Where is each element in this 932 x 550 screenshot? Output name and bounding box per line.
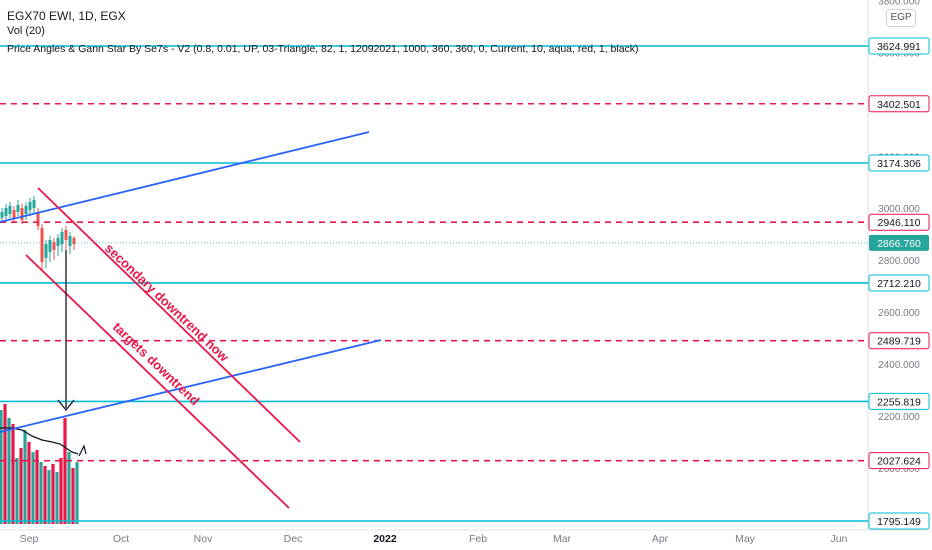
candle-body: [12, 210, 16, 219]
y-tick-label: 3000.000: [878, 204, 920, 215]
volume-legend: Vol (20): [7, 25, 45, 37]
candle-body: [36, 212, 40, 226]
x-tick-label: Jun: [831, 533, 848, 545]
y-tick-label: 2800.000: [878, 256, 920, 267]
candle-body: [68, 236, 72, 246]
last-price-label: 2866.760: [869, 234, 929, 251]
volume-bar: [39, 462, 43, 524]
projection-arrow-head: [57, 399, 75, 412]
currency-button[interactable]: EGP: [886, 9, 916, 27]
volume-bar: [63, 418, 67, 524]
volume-ma-line: [0, 427, 79, 455]
y-tick-label: 2200.000: [878, 412, 920, 423]
x-tick-label: 2022: [373, 533, 397, 545]
volume-bar: [7, 418, 11, 524]
level-label: 3624.991: [877, 41, 921, 53]
candle-body: [20, 208, 24, 220]
secondary-downtrend-line: [37, 187, 301, 443]
level-label-box: [868, 213, 930, 231]
candle-body: [8, 206, 12, 214]
x-tick-label: Sep: [20, 533, 39, 545]
volume-bar: [27, 442, 31, 524]
x-tick-label: Oct: [113, 533, 129, 545]
x-tick-label: Dec: [284, 533, 303, 545]
volume-bar: [23, 430, 27, 524]
candle-body: [48, 240, 52, 252]
candle-body: [28, 202, 32, 210]
x-tick-label: May: [735, 533, 756, 545]
level-label: 2712.210: [877, 278, 921, 290]
volume-bar: [71, 468, 75, 524]
candle-body: [52, 242, 56, 250]
y-tick-label: 2600.000: [878, 308, 920, 319]
level-label: 2027.624: [877, 456, 921, 468]
volume-bars: [0, 404, 79, 524]
y-tick-label: 2000.000: [878, 464, 920, 475]
level-label: 1795.149: [877, 516, 921, 528]
candle-body: [72, 238, 76, 244]
x-tick-label: Mar: [553, 533, 572, 545]
x-tick-label: Feb: [469, 533, 487, 545]
volume-bar: [11, 424, 15, 524]
level-label-box: [868, 37, 930, 55]
volume-bar: [15, 458, 19, 524]
volume-bar: [35, 450, 39, 524]
symbol-title: EGX70 EWI, 1D, EGX: [7, 9, 126, 23]
indicator-legend: Price Angles & Gann Star By Se7s - V2 (0…: [7, 43, 639, 55]
volume-bar: [55, 472, 59, 524]
y-tick-label: 3800.000: [878, 0, 920, 8]
level-label: 3174.306: [877, 158, 921, 170]
volume-bar: [3, 404, 7, 524]
level-label-box: [868, 274, 930, 292]
candle-body: [40, 228, 44, 262]
upper-blue-trendline: [0, 131, 370, 223]
level-label-box: [868, 95, 930, 113]
volume-bar: [59, 458, 63, 524]
candle-body: [64, 230, 68, 240]
candle-body: [4, 208, 8, 216]
candle-body: [32, 200, 36, 208]
level-label-box: [868, 392, 930, 410]
level-label: 2946.110: [877, 217, 920, 229]
x-tick-label: Apr: [652, 533, 669, 545]
volume-bar: [67, 452, 71, 524]
level-price-labels: 3624.991 3402.501 3174.306 2946.110 2712.210…: [868, 37, 930, 530]
gann-levels: [0, 45, 868, 522]
targets-downtrend-line: [25, 254, 290, 509]
volume-bar: [43, 466, 47, 524]
y-tick-label: 2400.000: [878, 360, 920, 371]
candle-body: [24, 206, 28, 214]
candle-body: [44, 244, 48, 258]
volume-bar: [47, 470, 51, 524]
price-candles: [0, 196, 76, 270]
volume-ma-arrow: [78, 444, 87, 457]
level-label: 2255.819: [877, 396, 921, 408]
volume-bar: [19, 448, 23, 524]
volume-bar: [31, 452, 35, 524]
candle-body: [0, 212, 4, 218]
level-label-box: [868, 332, 930, 350]
volume-bar: [51, 464, 55, 524]
candle-body: [56, 238, 60, 246]
candle-body: [16, 205, 20, 212]
level-label: 2489.719: [877, 336, 921, 348]
svg-text:2866.760: 2866.760: [877, 238, 921, 250]
level-label: 3402.501: [877, 99, 921, 111]
x-tick-label: Nov: [194, 533, 213, 545]
level-label-box: [868, 154, 930, 172]
level-label-box: [868, 512, 930, 530]
volume-bar: [75, 462, 79, 524]
level-label-box: [868, 452, 930, 470]
x-axis-ticks: Sep Oct Nov Dec 2022 Feb Mar Apr May Jun: [20, 533, 848, 545]
volume-bar: [0, 410, 3, 524]
lower-blue-trendline: [0, 339, 382, 433]
candle-body: [60, 232, 64, 244]
